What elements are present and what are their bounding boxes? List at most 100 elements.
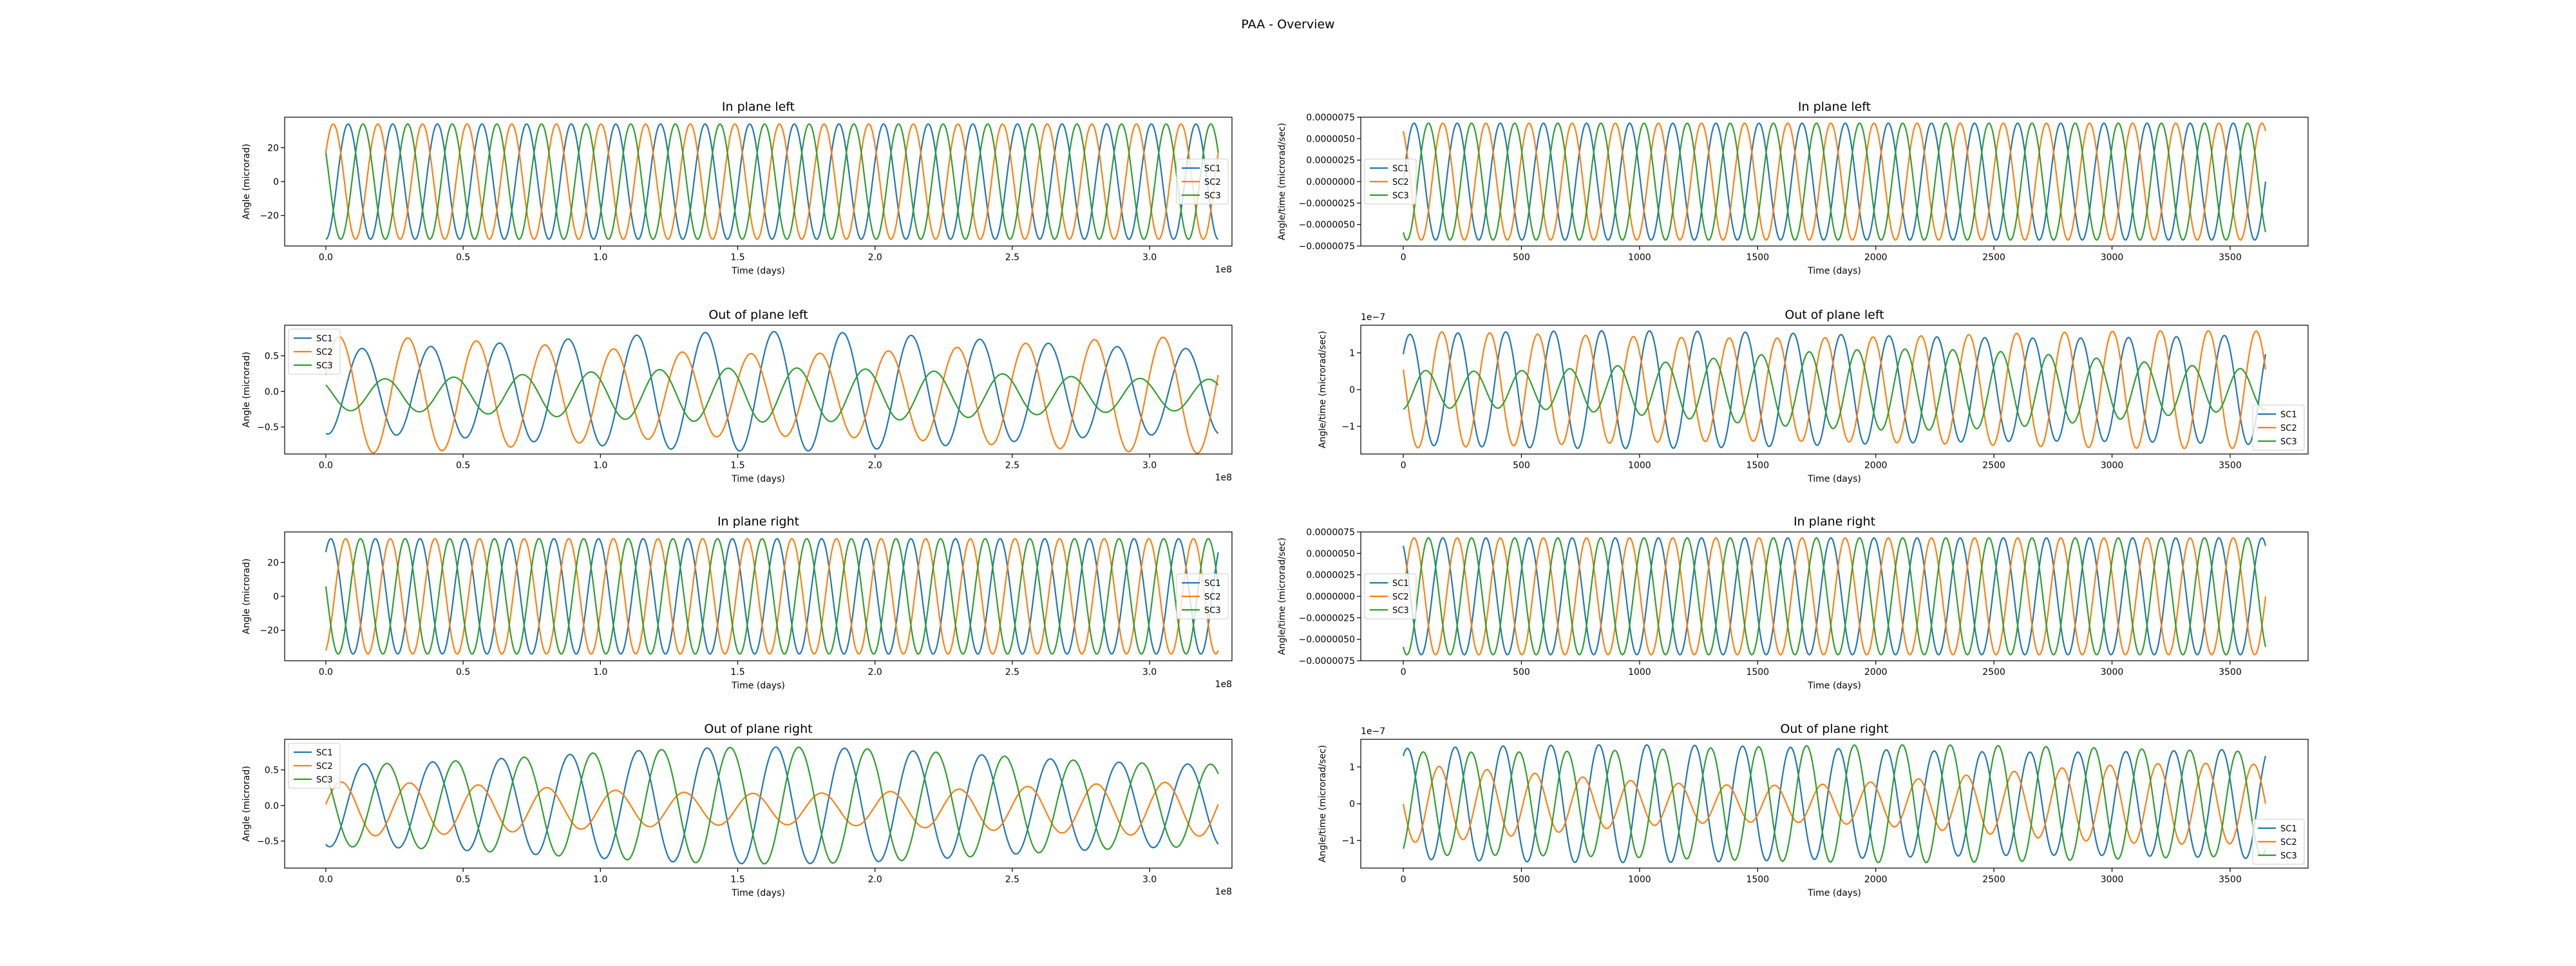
panel-4: Out of plane left 0 500 1000 1500 2000 2500 300…: [1318, 308, 2309, 484]
panel-6: In plane right 0 500 1000 1500 2000 2500 3000 35…: [1277, 515, 2309, 691]
series-line-sc3: [325, 746, 1219, 865]
y-tick-label: 0.0: [265, 801, 279, 811]
y-tick-label: −0.5: [257, 422, 279, 433]
y-tick-label: −0.0000075: [1299, 656, 1355, 667]
y-tick-label: 0.0000025: [1306, 156, 1355, 166]
legend-box: [288, 743, 341, 789]
legend-label-sc3: SC3: [316, 775, 333, 785]
y-tick-label: 0.0000025: [1306, 571, 1355, 581]
series-group: [1402, 537, 2267, 656]
series-line-sc3: [1402, 122, 2267, 241]
panel-8: Out of plane right 0 500 1000 1500 2000 2500 30…: [1318, 722, 2309, 898]
x-tick-label: 0: [1401, 875, 1406, 885]
series-line-sc3: [1402, 537, 2267, 656]
series-line-sc3: [325, 367, 1219, 423]
panel-title: Out of plane right: [704, 722, 812, 736]
x-tick-label: 3500: [2219, 460, 2242, 471]
series-group: [325, 538, 1219, 655]
y-tick-label: −0.0000025: [1299, 198, 1355, 209]
x-tick-label: 2500: [1982, 460, 2005, 471]
panel-title: In plane right: [1794, 515, 1875, 529]
x-tick-label: 3500: [2219, 252, 2242, 263]
x-tick-label: 1500: [1746, 460, 1769, 471]
x-tick-label: 3000: [2101, 252, 2124, 263]
series-line-sc2: [325, 538, 1219, 655]
y-tick-label: −0.0000075: [1299, 242, 1355, 252]
x-axis-label: Time (days): [731, 266, 785, 276]
x-tick-label: 1.5: [730, 460, 744, 471]
legend: SC1 SC2 SC3: [288, 743, 341, 789]
legend-label-sc3: SC3: [1392, 191, 1409, 201]
y-tick-label: 0.0000000: [1306, 177, 1355, 187]
x-tick-label: 3.0: [1142, 460, 1157, 471]
legend: SC1 SC2 SC3: [2252, 404, 2305, 451]
panel-5: In plane right 0.0 0.5 1.0 1.5 2.0 2.5 3.0 −20 0 2…: [242, 515, 1233, 691]
legend-box: [1176, 158, 1229, 205]
x-tick-label: 0.0: [319, 667, 333, 677]
y-tick-label: 0: [1349, 385, 1355, 395]
y-axis-label: Angle (microrad): [242, 558, 252, 634]
y-tick-label: 0: [1349, 799, 1355, 810]
x-tick-label: 3500: [2219, 667, 2242, 677]
y-tick-label: −0.0000050: [1299, 635, 1355, 645]
y-tick-label: 0.5: [265, 766, 279, 776]
x-tick-label: 0.5: [456, 875, 470, 885]
x-tick-label: 1.0: [593, 460, 607, 471]
y-tick-label: 1: [1349, 762, 1355, 773]
series-line-sc3: [325, 538, 1219, 655]
x-tick-label: 3.0: [1142, 252, 1157, 263]
figure-title: PAA - Overview: [1241, 17, 1334, 32]
x-tick-label: 1500: [1746, 667, 1769, 677]
series-line-sc2: [1402, 122, 2267, 241]
panel-title: In plane left: [722, 100, 795, 114]
x-tick-label: 2500: [1982, 252, 2005, 263]
series-line-sc3: [1402, 744, 2267, 864]
x-tick-label: 2.0: [868, 252, 882, 263]
series-line-sc1: [325, 330, 1219, 452]
legend: SC1 SC2 SC3: [288, 328, 341, 375]
panel-title: Out of plane left: [1785, 308, 1884, 322]
x-offset-text: 1e8: [1215, 679, 1232, 690]
panel-title: In plane left: [1798, 100, 1871, 114]
y-axis-label: Angle (microrad): [242, 352, 252, 428]
y-axis-label: Angle/time (microrad/sec): [1277, 538, 1287, 655]
y-axis-label: Angle (microrad): [242, 144, 252, 220]
y-offset-text: 1e−7: [1361, 312, 1385, 323]
x-tick-label: 2500: [1982, 667, 2005, 677]
legend-label-sc1: SC1: [1204, 164, 1221, 174]
y-tick-label: −20: [260, 211, 279, 222]
x-tick-label: 1000: [1628, 667, 1651, 677]
series-group: [325, 123, 1219, 240]
y-tick-label: 0: [273, 592, 279, 602]
y-tick-label: 0.0000000: [1306, 592, 1355, 602]
panel-7: Out of plane right 0.0 0.5 1.0 1.5 2.0 2.5 3.0 −…: [242, 722, 1233, 898]
y-tick-label: −20: [260, 626, 279, 636]
x-tick-label: 2.5: [1005, 460, 1019, 471]
series-line-sc1: [1402, 537, 2267, 656]
x-axis-label: Time (days): [1807, 681, 1861, 691]
legend-label-sc2: SC2: [1392, 178, 1409, 187]
x-tick-label: 1.0: [593, 252, 607, 263]
x-axis-label: Time (days): [1807, 888, 1861, 898]
x-tick-label: 1.0: [593, 667, 607, 677]
x-offset-text: 1e8: [1215, 887, 1232, 897]
y-tick-label: −0.0000025: [1299, 613, 1355, 623]
y-tick-label: 0: [273, 177, 279, 187]
x-tick-label: 2500: [1982, 875, 2005, 885]
legend: SC1 SC2 SC3: [1364, 158, 1417, 205]
y-tick-label: 0.0000075: [1306, 527, 1355, 538]
series-line-sc2: [1402, 330, 2267, 450]
legend-label-sc1: SC1: [1204, 579, 1221, 589]
x-axis-label: Time (days): [731, 888, 785, 898]
legend-label-sc2: SC2: [316, 762, 333, 772]
series-group: [1402, 330, 2267, 450]
x-tick-label: 0: [1401, 667, 1406, 677]
x-tick-label: 1000: [1628, 875, 1651, 885]
x-tick-label: 3500: [2219, 875, 2242, 885]
x-tick-label: 3000: [2101, 667, 2124, 677]
panels: In plane left 0.0 0.5 1.0 1.5 2.0 2.5 3.0 −20 0 20…: [242, 100, 2309, 898]
legend-label-sc1: SC1: [316, 748, 333, 758]
legend-label-sc3: SC3: [316, 361, 333, 371]
panel-3: Out of plane left 0.0 0.5 1.0 1.5 2.0 2.5 3.0 −0…: [242, 308, 1233, 484]
